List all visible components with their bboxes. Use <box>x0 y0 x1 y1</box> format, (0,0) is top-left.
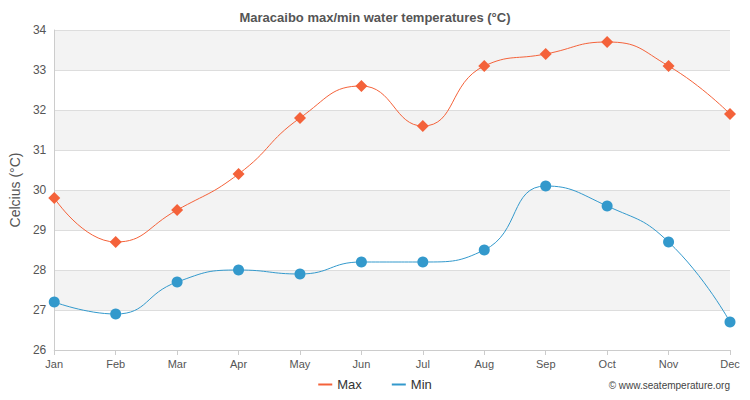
svg-text:© www.seatemperature.org: © www.seatemperature.org <box>609 380 730 391</box>
svg-text:Feb: Feb <box>106 358 125 370</box>
svg-text:Nov: Nov <box>659 358 679 370</box>
svg-text:29: 29 <box>33 223 47 237</box>
svg-text:Apr: Apr <box>230 358 247 370</box>
svg-text:Max: Max <box>337 377 362 392</box>
svg-text:28: 28 <box>33 263 47 277</box>
svg-text:Min: Min <box>411 377 432 392</box>
svg-text:Jan: Jan <box>45 358 63 370</box>
svg-text:Jul: Jul <box>416 358 430 370</box>
svg-text:Sep: Sep <box>536 358 556 370</box>
svg-text:26: 26 <box>33 343 47 357</box>
svg-text:27: 27 <box>33 303 47 317</box>
svg-text:33: 33 <box>33 63 47 77</box>
svg-text:34: 34 <box>33 23 47 37</box>
svg-text:31: 31 <box>33 143 47 157</box>
svg-text:May: May <box>290 358 311 370</box>
svg-text:Jun: Jun <box>353 358 371 370</box>
svg-text:32: 32 <box>33 103 47 117</box>
svg-text:Maracaibo max/min water temper: Maracaibo max/min water temperatures (°C… <box>239 10 510 25</box>
svg-text:Celcius (°C): Celcius (°C) <box>7 153 23 228</box>
svg-text:30: 30 <box>33 183 47 197</box>
svg-text:Dec: Dec <box>720 358 740 370</box>
svg-text:Mar: Mar <box>168 358 187 370</box>
svg-text:Oct: Oct <box>599 358 616 370</box>
svg-text:Aug: Aug <box>474 358 494 370</box>
